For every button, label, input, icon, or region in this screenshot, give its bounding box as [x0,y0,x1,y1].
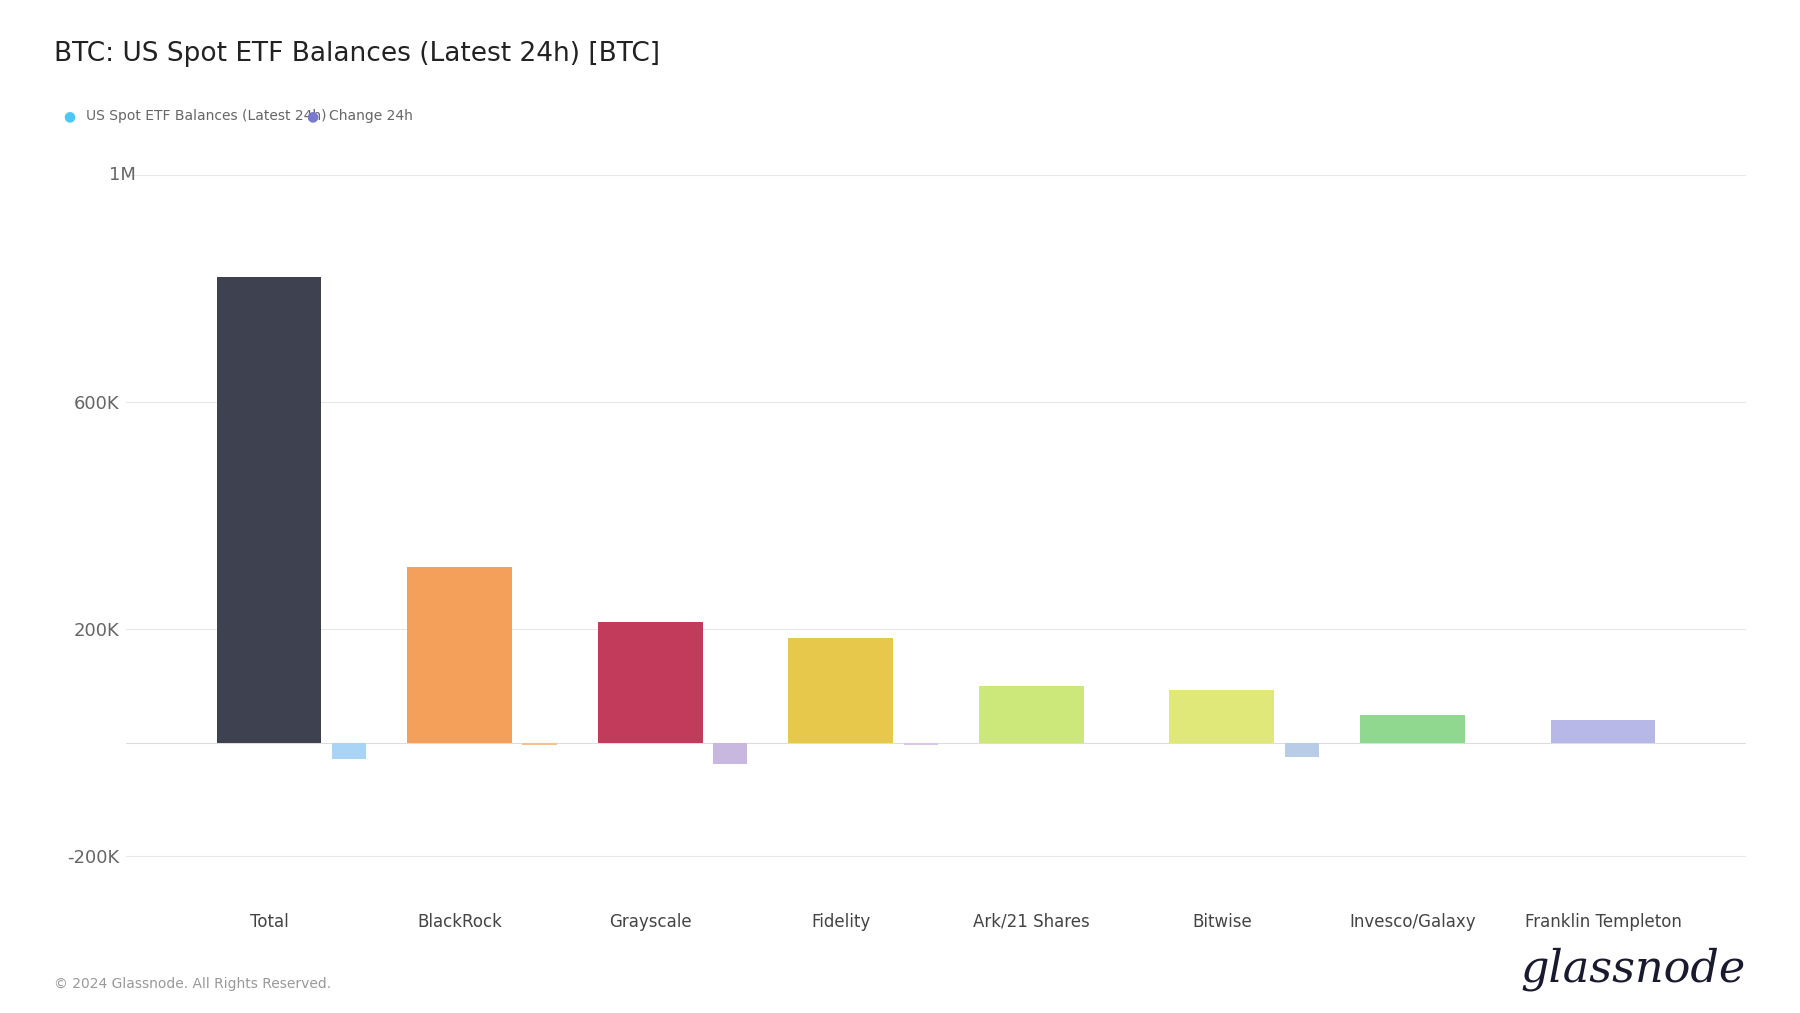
Bar [216,278,322,743]
Bar [331,743,365,759]
Bar [407,567,511,743]
Text: glassnode: glassnode [1521,947,1746,991]
Text: 1M: 1M [108,166,135,184]
Bar [788,638,893,743]
Text: Change 24h: Change 24h [329,109,414,124]
Bar [979,686,1084,743]
Text: US Spot ETF Balances (Latest 24h): US Spot ETF Balances (Latest 24h) [86,109,328,124]
Bar [904,743,938,745]
Bar [1170,690,1274,743]
Text: ●: ● [306,109,319,124]
Bar [1285,743,1319,757]
Bar [522,743,556,745]
Bar [1361,715,1465,743]
Bar [598,622,702,743]
Bar [1550,720,1656,743]
Text: BTC: US Spot ETF Balances (Latest 24h) [BTC]: BTC: US Spot ETF Balances (Latest 24h) [… [54,41,661,67]
Bar [713,743,747,764]
Text: ●: ● [63,109,76,124]
Text: © 2024 Glassnode. All Rights Reserved.: © 2024 Glassnode. All Rights Reserved. [54,977,331,991]
